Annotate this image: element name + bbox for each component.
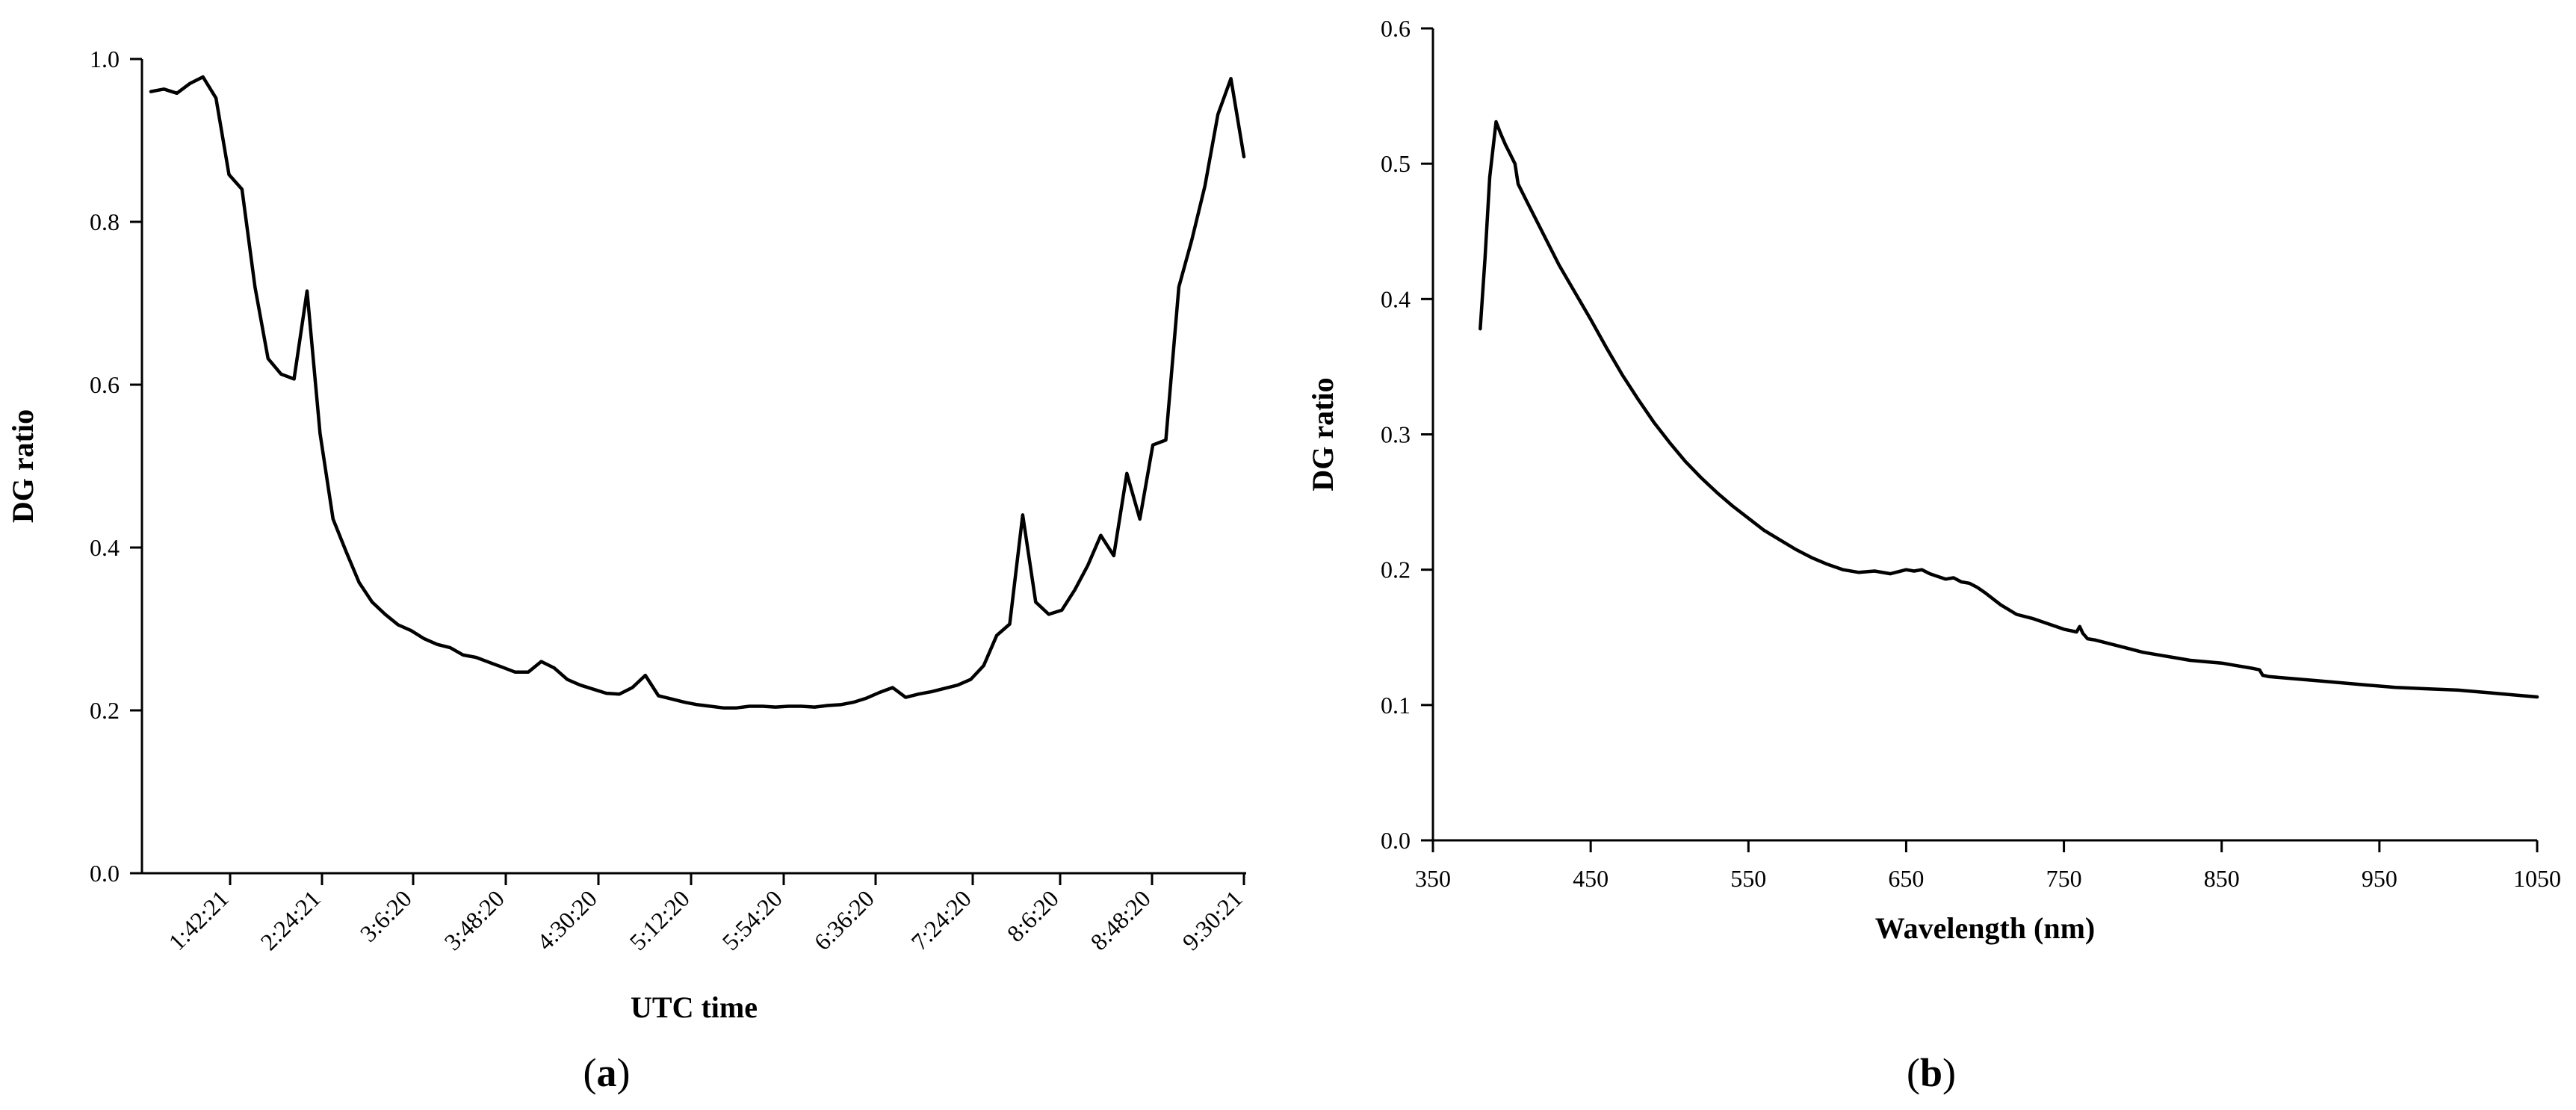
x-tick-label: 350 — [1415, 865, 1451, 892]
x-tick-label: 5:12:20 — [624, 884, 695, 955]
x-axis-title: Wavelength (nm) — [1875, 911, 2095, 945]
x-tick-label: 650 — [1888, 865, 1924, 892]
x-tick-label: 5:54:20 — [716, 884, 787, 955]
y-tick-label: 1.0 — [90, 46, 120, 72]
panel-label-text: b — [1920, 1050, 1942, 1095]
x-tick-label: 6:36:20 — [808, 884, 879, 955]
panel-label-a: (a) — [583, 1050, 631, 1095]
x-tick-label: 450 — [1573, 865, 1609, 892]
series-line — [1479, 120, 2539, 699]
panel-label-text: a — [597, 1050, 617, 1095]
x-tick-label: 4:30:20 — [531, 884, 602, 955]
x-tick-label: 850 — [2204, 865, 2240, 892]
x-tick-label: 7:24:20 — [905, 884, 976, 955]
series-line — [149, 75, 1246, 710]
y-tick-label: 0.0 — [90, 860, 120, 887]
x-tick-label: 550 — [1730, 865, 1766, 892]
x-tick-label: 3:6:20 — [355, 884, 417, 946]
y-tick-label: 0.3 — [1381, 421, 1411, 448]
x-tick-label: 3:48:20 — [439, 884, 510, 955]
x-tick-label: 950 — [2362, 865, 2397, 892]
y-tick-label: 0.1 — [1381, 692, 1411, 719]
panel-a-chart: 0.0 0.2 0.4 0.6 0.8 1.0 1:42:21 2:24:21 3:6:20 3:… — [6, 46, 1248, 1095]
x-tick-label: 8:48:20 — [1085, 884, 1156, 955]
x-tick-label: 2:24:21 — [255, 884, 326, 955]
x-tick-label: 1050 — [2513, 865, 2561, 892]
x-axis-title: UTC time — [631, 990, 758, 1024]
y-tick-label: 0.6 — [90, 371, 120, 398]
panel-b-chart: 0.0 0.1 0.2 0.3 0.4 0.5 0.6 350 450 550 650 750 850 9… — [1306, 15, 2561, 1095]
y-tick-label: 0.2 — [90, 697, 120, 724]
y-tick-label: 0.5 — [1381, 150, 1411, 177]
y-tick-label: 0.2 — [1381, 556, 1411, 583]
panel-label-b: (b) — [1907, 1050, 1956, 1095]
y-tick-label: 0.4 — [90, 534, 120, 561]
x-tick-label: 750 — [2046, 865, 2082, 892]
x-tick-label: 8:6:20 — [1002, 884, 1064, 946]
x-tick-label: 9:30:21 — [1177, 884, 1248, 955]
y-tick-label: 0.8 — [90, 208, 120, 235]
y-tick-label: 0.6 — [1381, 15, 1411, 42]
y-axis-title: DG ratio — [6, 409, 40, 523]
y-axis-title: DG ratio — [1306, 377, 1340, 491]
y-tick-label: 0.0 — [1381, 827, 1411, 854]
x-tick-label: 1:42:21 — [163, 884, 234, 955]
y-tick-label: 0.4 — [1381, 285, 1411, 312]
